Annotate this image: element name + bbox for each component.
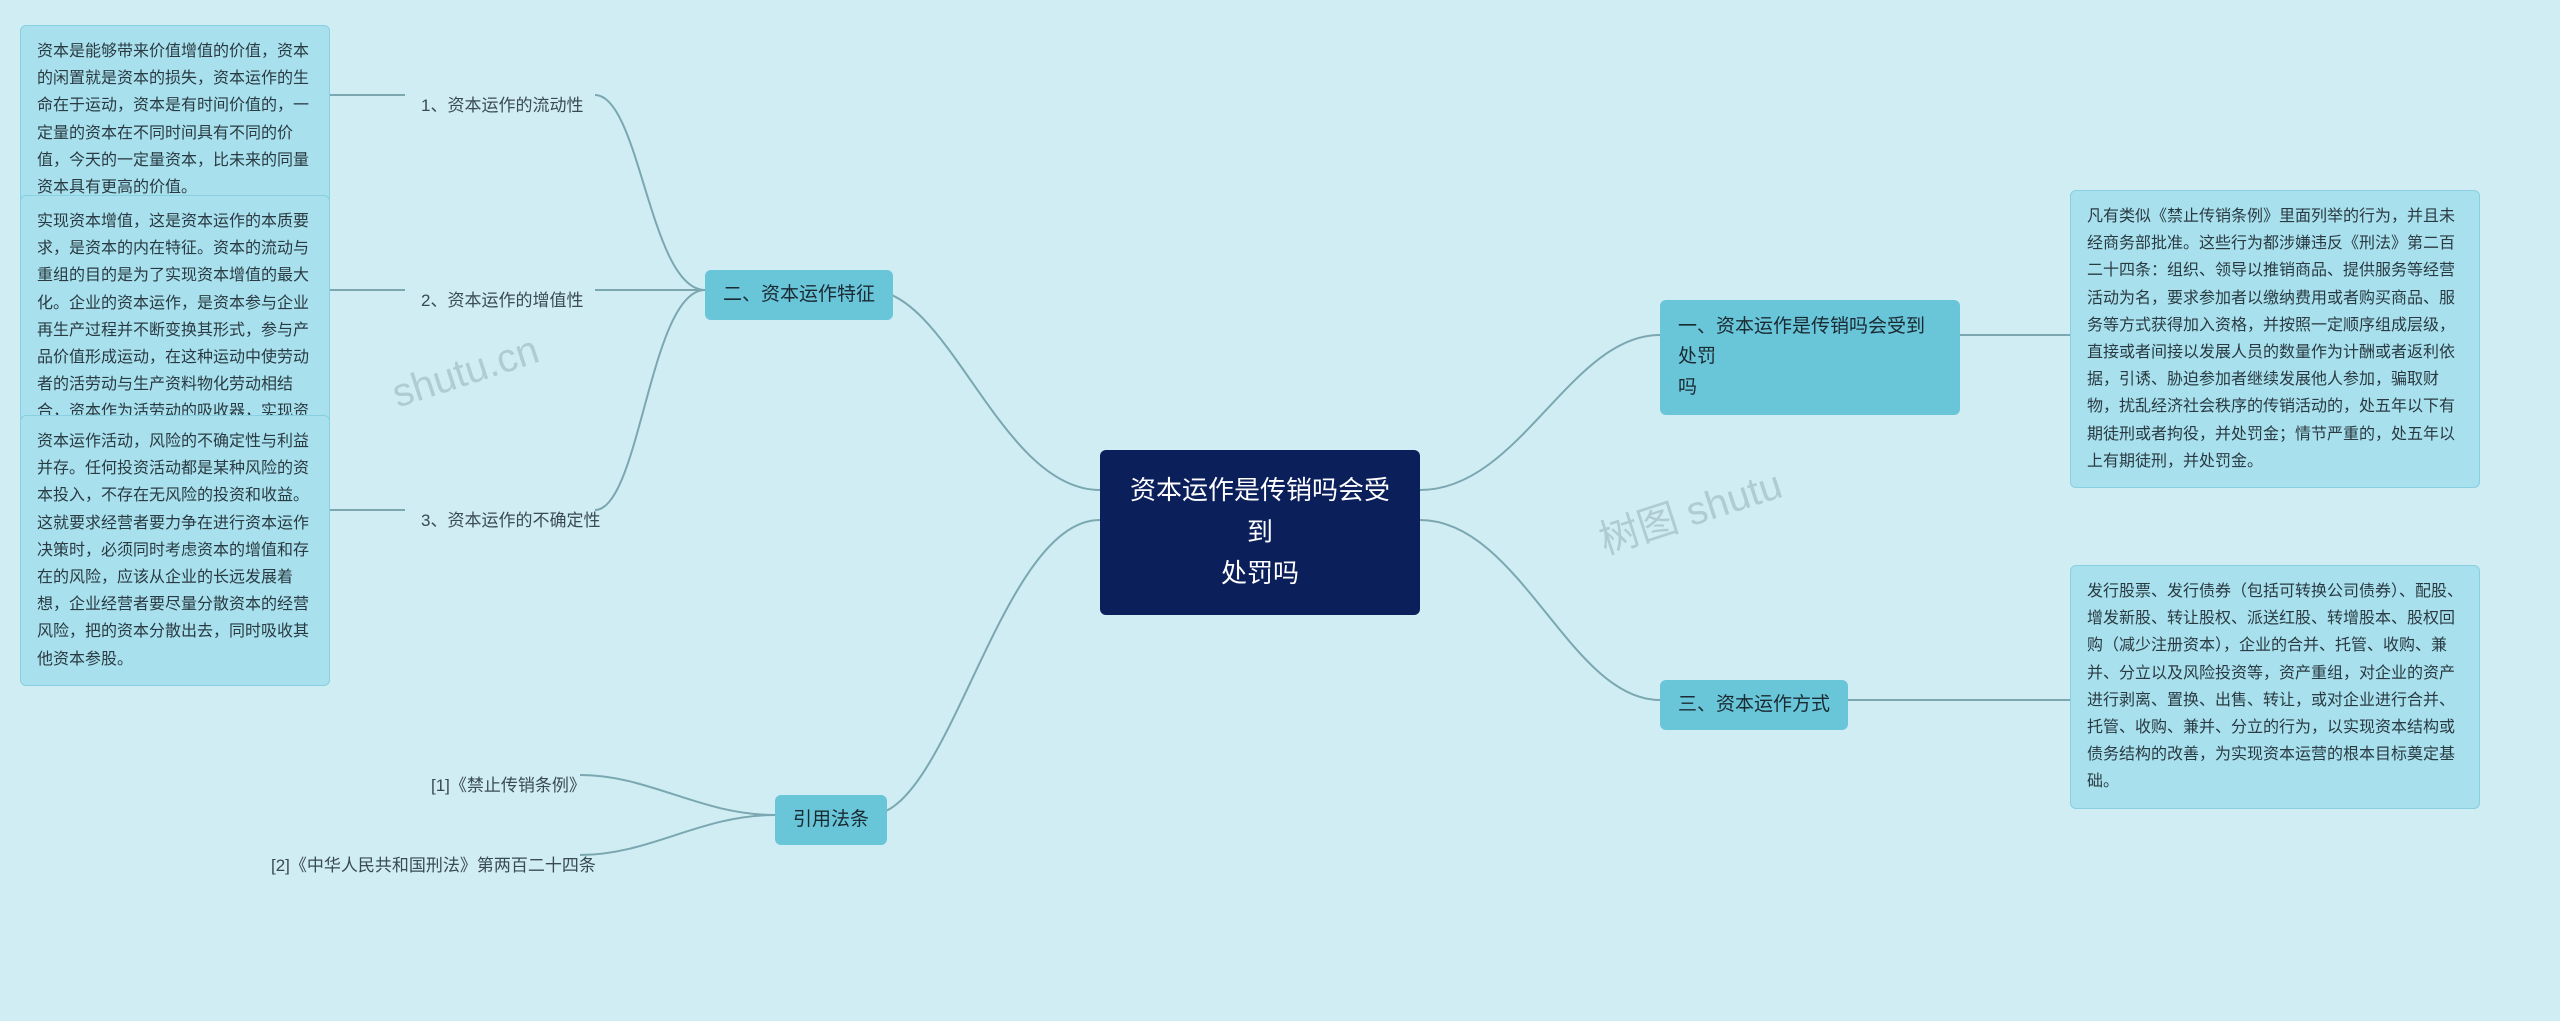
branch-right-1[interactable]: 一、资本运作是传销吗会受到处罚 吗: [1660, 300, 1960, 415]
branch-left-features[interactable]: 二、资本运作特征: [705, 270, 893, 320]
root-title-line2: 处罚吗: [1128, 553, 1392, 595]
sub-node-uncertainty[interactable]: 3、资本运作的不确定性: [405, 497, 616, 544]
watermark-2: 树图 shutu: [1591, 452, 1789, 566]
watermark-1: shutu.cn: [387, 328, 545, 418]
sub-node-appreciation[interactable]: 2、资本运作的增值性: [405, 277, 599, 324]
leaf-right-2: 发行股票、发行债券（包括可转换公司债券）、配股、增发新股、转让股权、派送红股、转…: [2070, 565, 2480, 809]
branch-right-1-line2: 吗: [1678, 373, 1942, 403]
branch-right-1-line1: 一、资本运作是传销吗会受到处罚: [1678, 312, 1942, 373]
reference-1: [1]《禁止传销条例》: [415, 762, 602, 809]
leaf-right-1: 凡有类似《禁止传销条例》里面列举的行为，并且未经商务部批准。这些行为都涉嫌违反《…: [2070, 190, 2480, 488]
root-node[interactable]: 资本运作是传销吗会受到 处罚吗: [1100, 450, 1420, 615]
leaf-uncertainty: 资本运作活动，风险的不确定性与利益并存。任何投资活动都是某种风险的资本投入，不存…: [20, 415, 330, 686]
branch-right-2[interactable]: 三、资本运作方式: [1660, 680, 1848, 730]
leaf-liquidity: 资本是能够带来价值增值的价值，资本的闲置就是资本的损失，资本运作的生命在于运动，…: [20, 25, 330, 214]
reference-2: [2]《中华人民共和国刑法》第两百二十四条: [255, 842, 612, 889]
sub-node-liquidity[interactable]: 1、资本运作的流动性: [405, 82, 599, 129]
branch-left-references[interactable]: 引用法条: [775, 795, 887, 845]
root-title-line1: 资本运作是传销吗会受到: [1128, 470, 1392, 553]
